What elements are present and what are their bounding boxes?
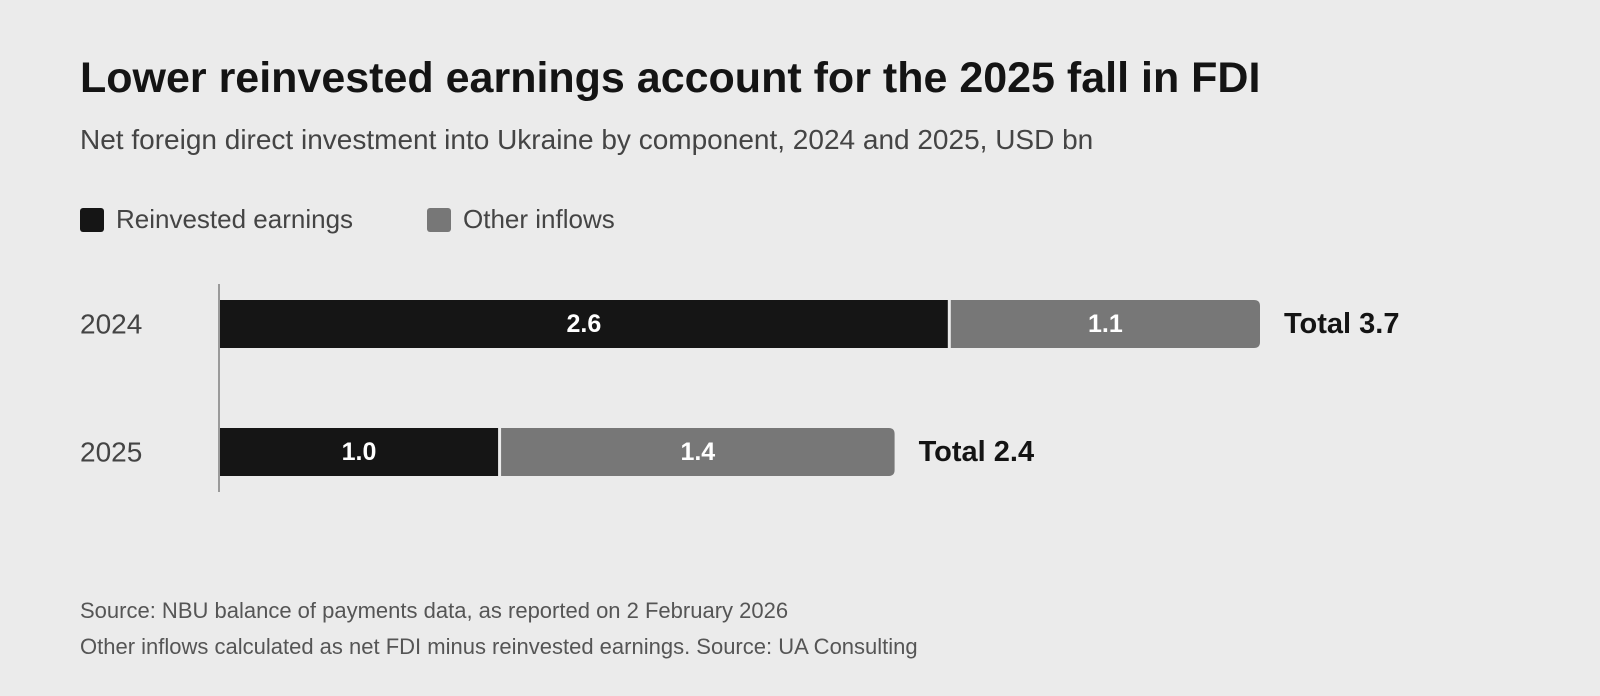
legend-item-other-inflows: Other inflows	[427, 204, 615, 235]
category-label-2025: 2025	[80, 437, 142, 468]
legend-swatch-reinvested-earnings	[80, 207, 104, 232]
total-label-2024: Total 3.7	[1284, 308, 1400, 340]
bar-group: 2024 2.6 1.1 Total 3.7 2025 1.0 1.4 Total 2.4	[80, 300, 1400, 476]
footnotes: Source: NBU balance of payments data, as…	[80, 593, 918, 665]
legend-label-reinvested-earnings: Reinvested earnings	[116, 204, 354, 234]
bar-reinvested-earnings-2025	[220, 428, 499, 476]
bar-reinvested-earnings-2024	[220, 300, 948, 348]
total-label-2025: Total 2.4	[919, 436, 1035, 468]
legend-label-other-inflows: Other inflows	[463, 204, 615, 234]
legend-item-reinvested-earnings: Reinvested earnings	[80, 204, 353, 235]
value-label-other-inflows-2025: 1.4	[680, 438, 715, 466]
chart-subtitle: Net foreign direct investment into Ukrai…	[80, 124, 1094, 155]
bar-other-inflows-2025	[501, 428, 895, 476]
bar-other-inflows-2024	[950, 300, 1260, 348]
value-label-other-inflows-2024: 1.1	[1088, 310, 1123, 338]
chart-title: Lower reinvested earnings account for th…	[80, 54, 1261, 102]
value-label-reinvested-earnings-2025: 1.0	[342, 438, 377, 466]
source-note: Source: NBU balance of payments data, as…	[80, 598, 789, 623]
legend-swatch-other-inflows	[427, 207, 451, 232]
category-label-2024: 2024	[80, 309, 142, 340]
value-label-reinvested-earnings-2024: 2.6	[567, 310, 602, 338]
method-note: Other inflows calculated as net FDI minu…	[80, 634, 918, 659]
